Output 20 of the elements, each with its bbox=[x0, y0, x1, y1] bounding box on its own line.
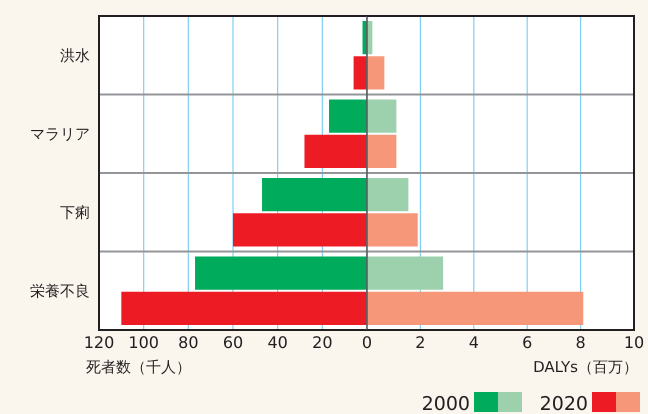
x-tick-label: 80 bbox=[178, 333, 199, 352]
x-tick-label: 4 bbox=[468, 333, 479, 352]
x-axis-title: 死者数（千人） bbox=[86, 358, 191, 376]
x-tick-label: 60 bbox=[222, 333, 244, 352]
y-tick-label: マラリア bbox=[30, 124, 90, 143]
x-tick-label: 8 bbox=[576, 333, 586, 352]
y-tick-label: 栄養不良 bbox=[30, 282, 90, 300]
x-tick-label: 120 bbox=[84, 333, 114, 352]
x-tick-label: 0 bbox=[362, 333, 372, 352]
legend-label: 2000 bbox=[422, 393, 470, 414]
x-tick-label: 20 bbox=[312, 333, 333, 352]
y-tick-label: 下痢 bbox=[60, 203, 90, 222]
y-tick-label: 洪水 bbox=[60, 46, 90, 64]
x-tick-label: 2 bbox=[415, 333, 426, 352]
x-tick-label: 10 bbox=[624, 333, 644, 352]
x-tick-label: 40 bbox=[267, 333, 288, 352]
x-tick-label: 100 bbox=[128, 333, 159, 352]
x-axis-title: DALYs（百万） bbox=[533, 358, 638, 376]
x-tick-label: 6 bbox=[522, 333, 532, 352]
legend-label: 2020 bbox=[540, 393, 588, 414]
